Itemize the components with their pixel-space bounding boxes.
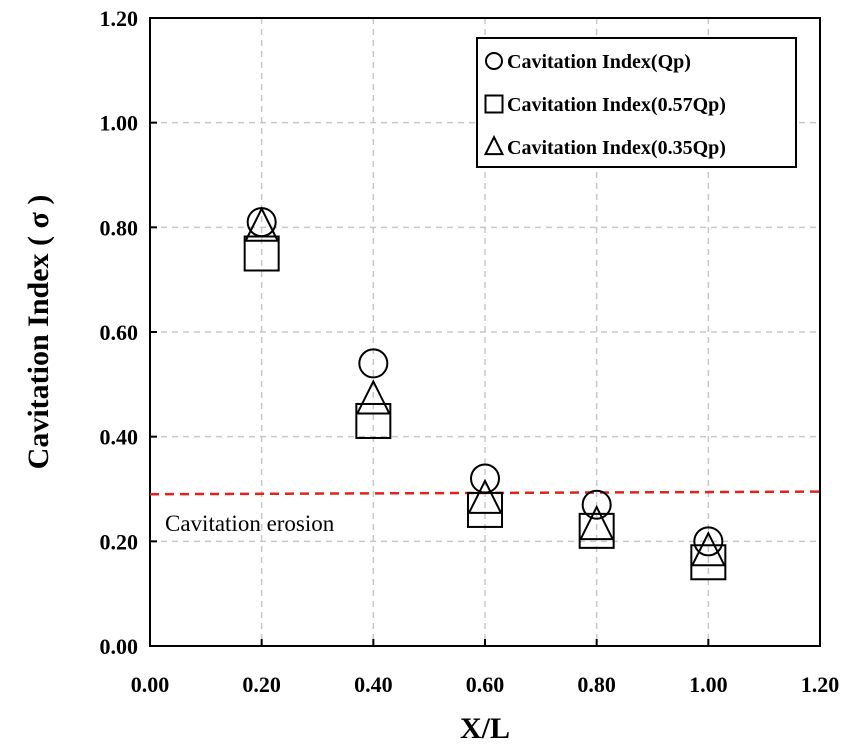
data-point-triangle: [579, 504, 615, 541]
data-point-square: [243, 235, 280, 272]
x-tick-label: 0.60: [466, 672, 505, 697]
data-point-circle: [693, 526, 724, 557]
series-triangle: [244, 206, 726, 567]
data-point-circle: [581, 489, 612, 520]
data-point-circle: [358, 348, 389, 379]
data-point-triangle: [355, 379, 391, 415]
legend-marker-square: [484, 94, 504, 114]
x-tick-label: 1.00: [689, 672, 728, 697]
cavitation-erosion-label: Cavitation erosion: [165, 511, 335, 536]
y-tick-label: 0.00: [100, 634, 139, 659]
legend-label: Cavitation Index(Qp): [507, 51, 691, 73]
legend-label: Cavitation Index(0.57Qp): [507, 94, 726, 116]
x-tick-label: 0.40: [354, 672, 393, 697]
y-tick-label: 0.60: [100, 320, 139, 345]
x-tick-label: 0.00: [131, 672, 170, 697]
data-point-square: [578, 512, 615, 549]
y-tick-label: 1.00: [100, 111, 139, 136]
x-tick-label: 0.80: [577, 672, 616, 697]
data-point-triangle: [244, 206, 280, 242]
x-axis-title: X/L: [460, 712, 510, 745]
data-point-circle: [470, 463, 500, 494]
legend: Cavitation Index(Qp) Cavitation Index(0.5…: [476, 37, 797, 168]
y-tick-label: 0.80: [100, 215, 139, 240]
y-tick-label: 0.20: [100, 529, 139, 554]
y-axis-title: Cavitation Index ( σ ): [22, 195, 55, 470]
legend-marker-circle: [485, 52, 503, 70]
y-tick-label: 0.40: [100, 425, 139, 450]
x-tick-label: 1.20: [801, 672, 840, 697]
legend-marker-triangle: [483, 134, 505, 156]
y-tick-label: 1.20: [100, 6, 139, 31]
legend-box: [476, 37, 797, 168]
data-point-square: [690, 544, 727, 581]
data-point-square: [467, 491, 503, 528]
series-square: [243, 235, 727, 581]
data-point-triangle: [467, 478, 503, 514]
ticks: 0.00 0.20 0.40 0.60 0.80 1.00 1.20 0.00 0.20 0.40…: [100, 6, 840, 697]
legend-label: Cavitation Index(0.35Qp): [507, 137, 726, 159]
data-point-triangle: [690, 531, 726, 567]
data-point-square: [355, 402, 392, 439]
x-tick-label: 0.20: [242, 672, 281, 697]
